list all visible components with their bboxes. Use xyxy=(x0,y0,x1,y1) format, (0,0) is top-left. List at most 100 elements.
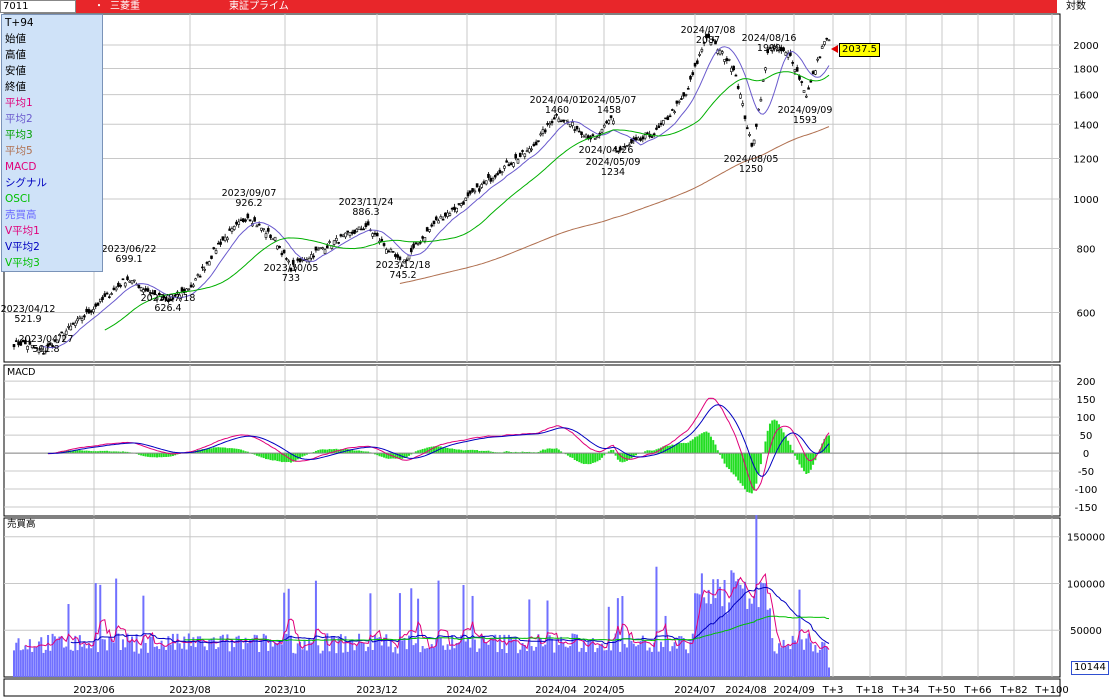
osci-bar-311 xyxy=(719,453,722,455)
volume-bar-286 xyxy=(662,646,665,677)
osci-bar-206 xyxy=(480,450,483,454)
volume-bar-230 xyxy=(535,646,538,677)
annotation-date-0: 2023/04/12 xyxy=(1,304,56,315)
osci-bar-117 xyxy=(278,453,281,462)
volume-bar-2 xyxy=(17,638,20,677)
volume-bar-26 xyxy=(72,650,75,677)
volume-bar-226 xyxy=(526,650,529,677)
osci-bar-136 xyxy=(321,449,324,454)
candle-body-25 xyxy=(69,325,73,331)
osci-bar-324 xyxy=(748,453,751,493)
volume-bar-100 xyxy=(240,641,243,677)
osci-bar-353 xyxy=(814,453,817,461)
candle-body-220 xyxy=(512,162,515,167)
osci-bar-299 xyxy=(691,439,694,454)
volume-bar-263 xyxy=(610,650,613,677)
vma3-line xyxy=(184,615,830,642)
volume-bar-28 xyxy=(76,650,79,677)
annotation-value-1: 501.8 xyxy=(32,344,59,355)
x-tick-label-12: T+34 xyxy=(891,685,919,696)
candle-body-37 xyxy=(96,302,100,306)
candle-body-164 xyxy=(385,249,388,254)
osci-bar-89 xyxy=(215,447,218,454)
osci-bar-133 xyxy=(314,450,317,454)
volume-bar-347 xyxy=(800,639,803,677)
stock-code-input[interactable]: 7011 xyxy=(0,0,76,13)
osci-bar-160 xyxy=(376,453,379,456)
osci-bar-302 xyxy=(698,434,701,454)
volume-bar-191 xyxy=(446,644,449,677)
candle-body-251 xyxy=(582,135,586,138)
osci-bar-350 xyxy=(807,453,810,474)
osci-bar-56 xyxy=(140,453,143,456)
candle-body-291 xyxy=(673,111,676,114)
candle-body-71 xyxy=(173,294,177,297)
volume-bar-207 xyxy=(482,636,485,677)
volume-bar-236 xyxy=(548,635,551,677)
vol-tick-2: 150000 xyxy=(1067,533,1105,544)
osci-bar-280 xyxy=(648,450,651,454)
candle-body-252 xyxy=(584,134,588,138)
volume-bar-316 xyxy=(730,570,733,677)
candle-body-239 xyxy=(555,114,558,116)
volume-bar-296 xyxy=(684,649,687,677)
osci-bar-85 xyxy=(205,448,208,454)
candle-body-17 xyxy=(51,345,54,348)
volume-bar-73 xyxy=(178,643,181,677)
osci-bar-137 xyxy=(324,449,327,454)
candle-body-242 xyxy=(562,119,565,122)
volume-bar-20 xyxy=(58,636,61,677)
candle-body-350 xyxy=(807,87,810,90)
osci-bar-44 xyxy=(112,451,115,454)
macd-tick-0: -150 xyxy=(1075,503,1098,514)
candle-body-173 xyxy=(405,259,409,262)
candle-body-295 xyxy=(682,92,686,97)
volume-bar-190 xyxy=(444,649,447,677)
volume-bar-69 xyxy=(169,644,172,677)
candle-body-125 xyxy=(296,258,300,261)
candle-body-238 xyxy=(553,117,556,120)
volume-bar-260 xyxy=(603,650,606,677)
osci-bar-34 xyxy=(90,451,93,454)
x-tick-label-4: 2024/02 xyxy=(446,685,488,696)
osci-bar-291 xyxy=(673,444,676,454)
candle-body-62 xyxy=(153,290,157,295)
candle-body-221 xyxy=(514,154,518,159)
osci-bar-307 xyxy=(709,436,712,454)
candle-body-277 xyxy=(641,136,645,140)
osci-bar-281 xyxy=(650,450,653,454)
volume-bar-16 xyxy=(49,650,52,677)
volume-bar-200 xyxy=(467,638,470,677)
osci-bar-96 xyxy=(230,448,233,454)
osci-bar-267 xyxy=(619,453,622,462)
osci-bar-245 xyxy=(569,453,572,458)
volume-bar-151 xyxy=(355,645,358,677)
legend-item-6: 平均2 xyxy=(5,113,33,125)
candle-body-317 xyxy=(732,65,735,71)
candle-body-26 xyxy=(71,323,75,325)
volume-bar-21 xyxy=(60,636,63,677)
candle-body-36 xyxy=(94,303,98,307)
candle-body-265 xyxy=(614,147,617,150)
volume-bar-39 xyxy=(101,639,104,677)
volume-bar-24 xyxy=(67,604,70,677)
osci-bar-289 xyxy=(669,445,672,454)
osci-bar-209 xyxy=(487,450,490,454)
volume-bar-352 xyxy=(812,651,815,677)
candle-body-355 xyxy=(818,56,822,59)
osci-bar-46 xyxy=(117,451,120,454)
osci-bar-329 xyxy=(759,453,762,465)
volume-bar-48 xyxy=(121,639,124,677)
volume-bar-274 xyxy=(635,646,638,677)
osci-bar-211 xyxy=(492,451,495,454)
osci-bar-112 xyxy=(267,453,270,460)
candle-body-181 xyxy=(423,237,427,242)
scale-mode-label[interactable]: 対数 xyxy=(1066,1,1086,12)
candle-body-209 xyxy=(487,173,490,178)
osci-bar-238 xyxy=(553,448,556,454)
osci-bar-296 xyxy=(684,443,687,454)
osci-bar-232 xyxy=(539,450,542,454)
volume-bar-181 xyxy=(423,648,426,677)
volume-bar-179 xyxy=(419,652,422,677)
volume-bar-278 xyxy=(644,640,647,677)
